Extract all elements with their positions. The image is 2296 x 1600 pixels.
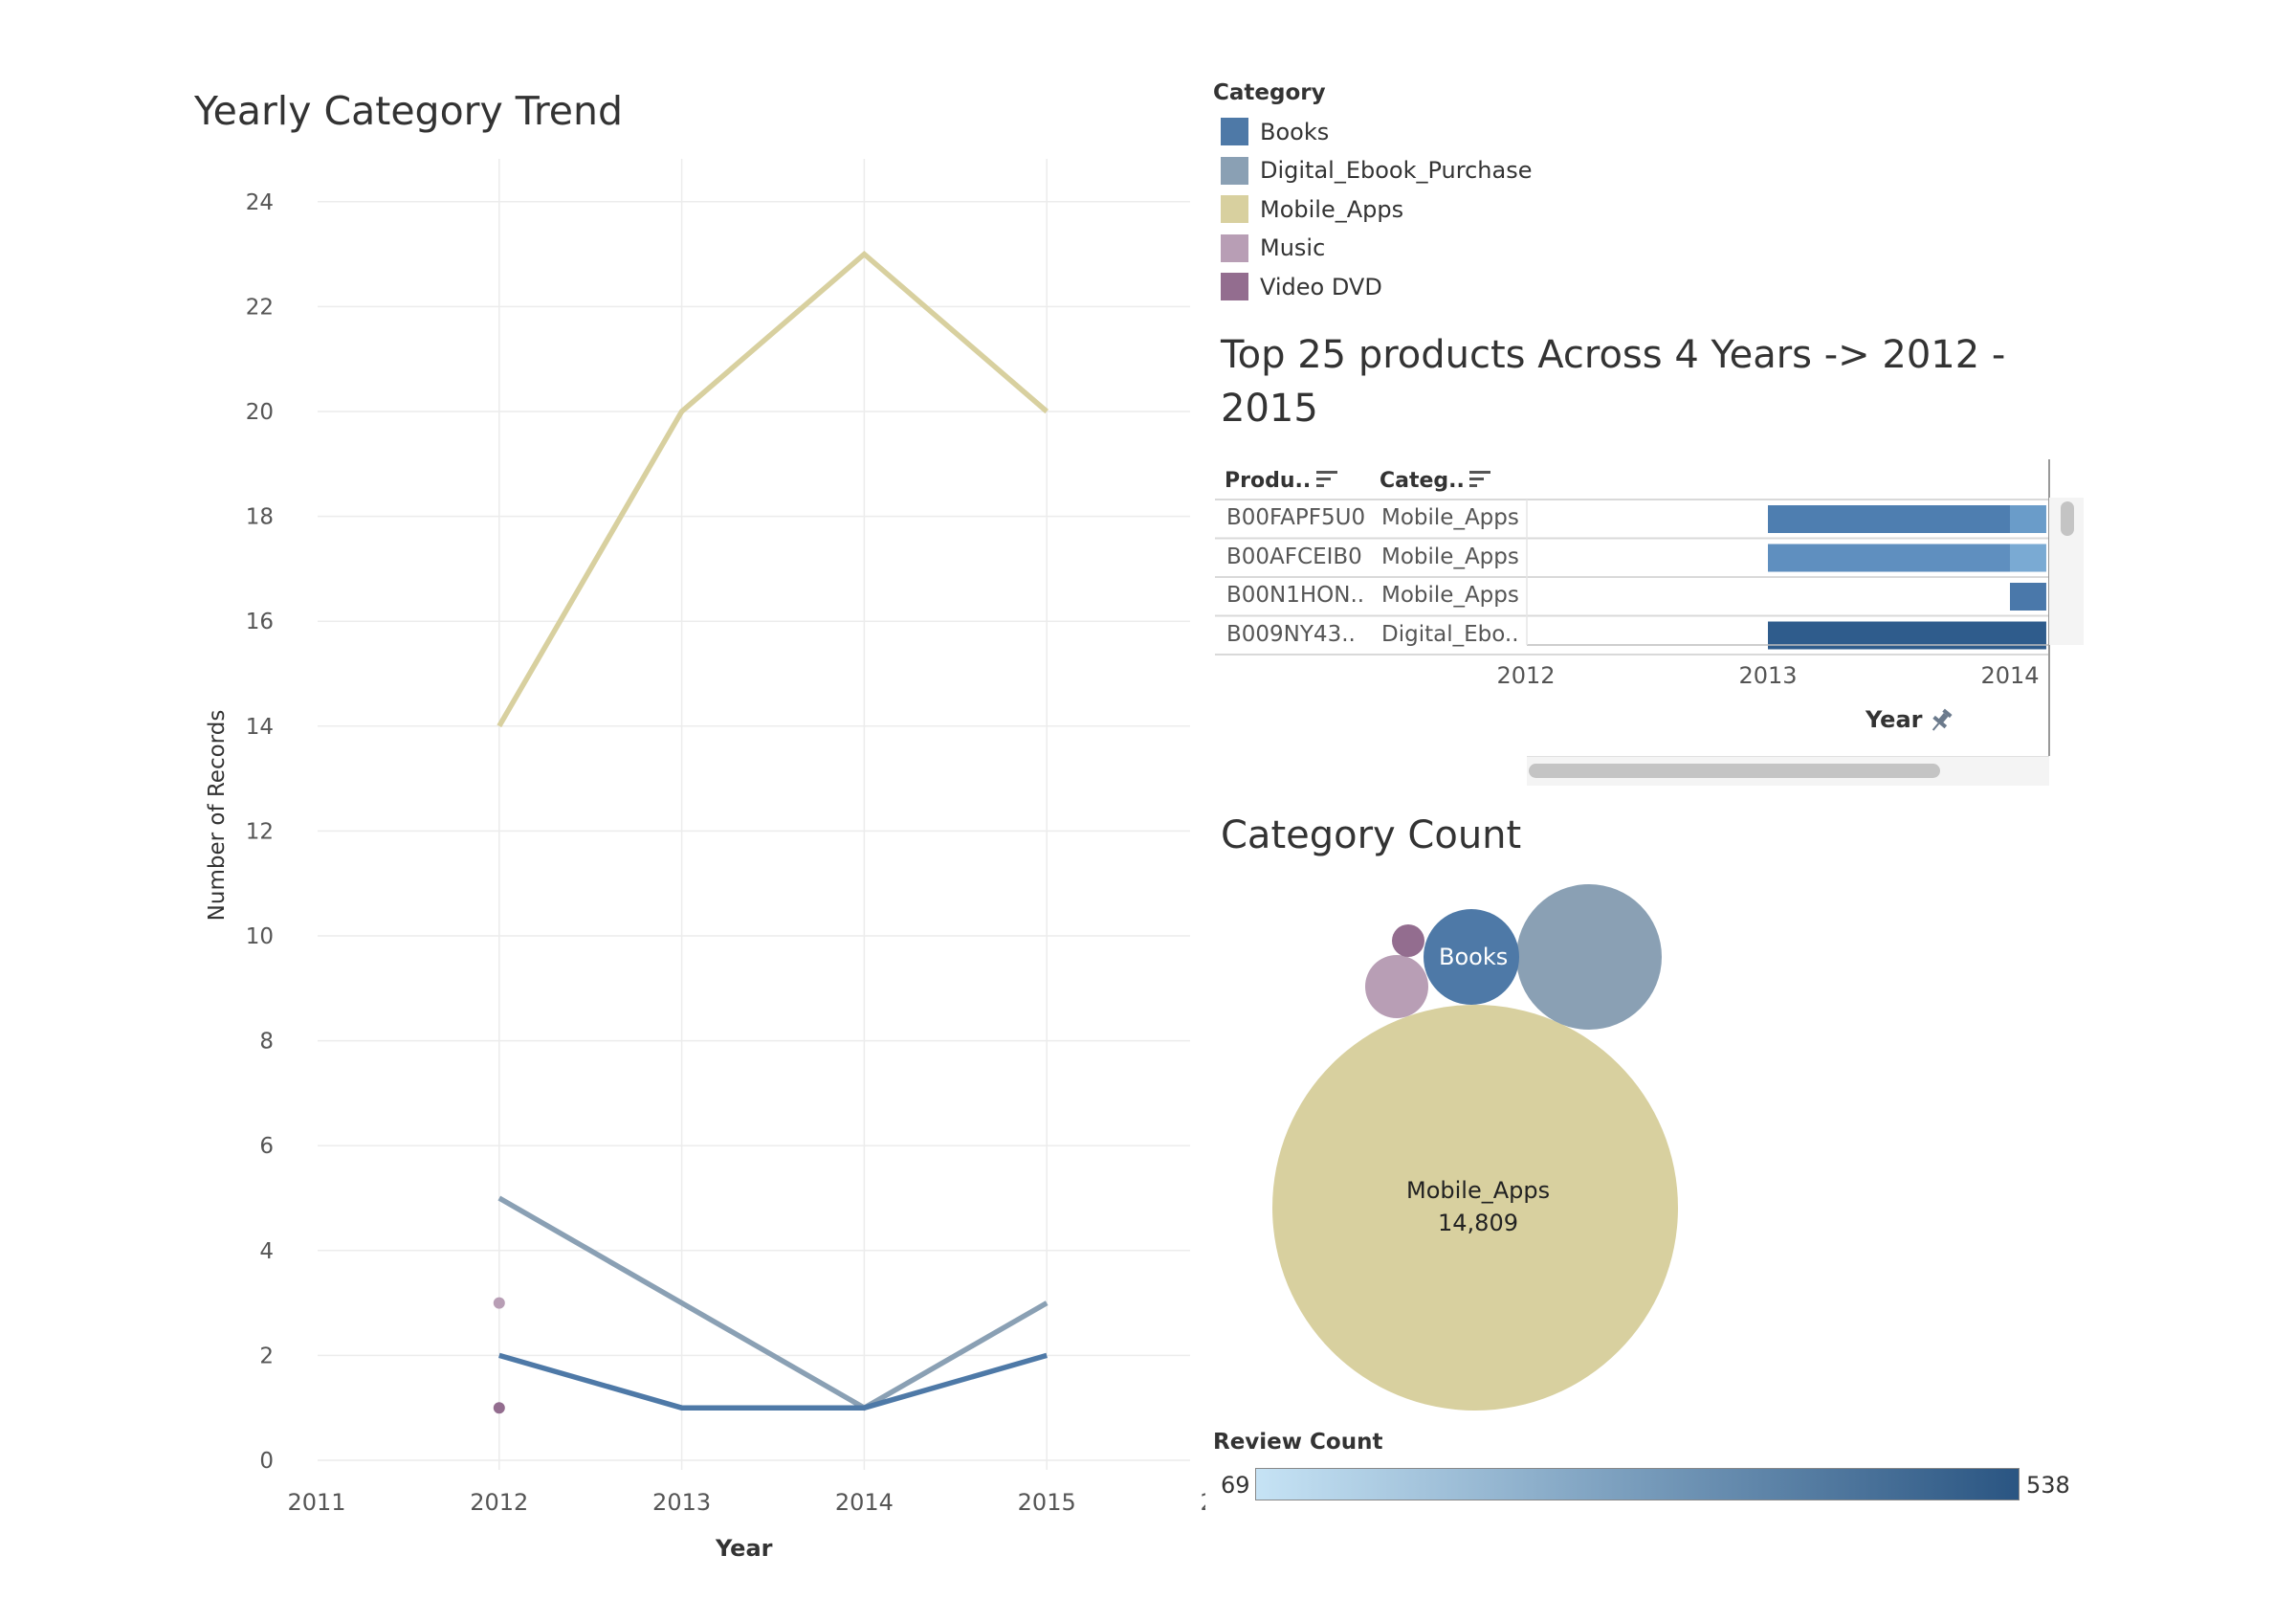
top-products-year-axis-title: Year [1866, 706, 1923, 733]
column-header-product[interactable]: Produ.. [1225, 469, 1312, 493]
y-tick-label: 10 [246, 924, 274, 949]
bubble-mobile-apps-value: 14,809 [1438, 1210, 1518, 1236]
top-products-title-line1: Top 25 products Across 4 Years -> 2012 - [1221, 333, 2006, 377]
y-tick-label: 2 [259, 1344, 274, 1368]
series-point-video-dvd[interactable] [493, 1402, 505, 1414]
y-tick-label: 16 [246, 610, 274, 634]
bubble-video-dvd[interactable] [1392, 924, 1424, 957]
y-tick-label: 18 [246, 505, 274, 530]
y-tick-label: 14 [246, 715, 274, 740]
year-tick-label: 2013 [1738, 662, 1797, 689]
series-point-music[interactable] [493, 1297, 505, 1309]
x-tick-label: 2013 [652, 1489, 711, 1516]
legend-item-music[interactable]: Music [1221, 233, 1326, 262]
legend-swatch [1221, 118, 1248, 145]
horizontal-scrollbar-thumb[interactable] [1529, 764, 1940, 778]
product-bar-segment[interactable] [1768, 505, 2010, 533]
product-bar-segment[interactable] [2010, 505, 2046, 533]
x-tick-label: 2011 [287, 1489, 345, 1516]
table-cell-product[interactable]: B00N1HON.. [1226, 583, 1365, 608]
y-tick-label: 0 [259, 1449, 274, 1474]
sort-product-icon[interactable] [1316, 471, 1339, 490]
legend-swatch [1221, 156, 1248, 185]
top-products-title-line2: 2015 [1221, 387, 1318, 431]
review-count-min: 69 [1221, 1472, 1250, 1499]
y-tick-label: 24 [246, 190, 274, 215]
x-tick-label: 2015 [1018, 1489, 1076, 1516]
column-header-category[interactable]: Categ.. [1380, 469, 1465, 493]
x-tick-label: 2012 [470, 1489, 528, 1516]
y-tick-label: 8 [259, 1030, 274, 1055]
x-tick-label: 2016 [1200, 1489, 1205, 1516]
y-tick-label: 4 [259, 1239, 274, 1264]
legend-swatch [1221, 233, 1248, 262]
bubble-mobile-apps[interactable] [1272, 1005, 1678, 1411]
legend-item-video-dvd[interactable]: Video DVD [1221, 273, 1382, 300]
table-cell-category[interactable]: Mobile_Apps [1381, 583, 1519, 608]
year-tick-label: 2012 [1496, 662, 1555, 689]
table-cell-category[interactable]: Mobile_Apps [1381, 544, 1519, 569]
legend-item-mobile-apps[interactable]: Mobile_Apps [1221, 195, 1403, 223]
trend-y-axis-label: Number of Records [205, 709, 230, 922]
legend-label: Video DVD [1260, 273, 1382, 300]
table-cell-product[interactable]: B00FAPF5U0 [1226, 505, 1366, 530]
product-bar-segment[interactable] [2010, 544, 2046, 572]
table-cell-product[interactable]: B009NY43.. [1226, 621, 1356, 647]
legend-label: Digital_Ebook_Purchase [1260, 157, 1533, 184]
table-cell-category[interactable]: Digital_Ebo.. [1381, 621, 1519, 647]
category-count-title: Category Count [1221, 813, 1522, 857]
legend-label: Mobile_Apps [1260, 195, 1404, 223]
y-tick-label: 6 [259, 1134, 274, 1159]
bubble-digital-ebook-purchase[interactable] [1516, 884, 1662, 1030]
year-tick-label: 2014 [1980, 662, 2039, 689]
product-bar-segment[interactable] [1768, 621, 2046, 650]
y-tick-label: 12 [246, 819, 274, 844]
y-tick-label: 20 [246, 400, 274, 425]
legend-item-books[interactable]: Books [1221, 118, 1329, 145]
review-count-title: Review Count [1213, 1430, 1383, 1455]
table-cell-product[interactable]: B00AFCEIB0 [1226, 544, 1362, 569]
series-line-digital-ebook-purchase[interactable] [497, 1195, 1049, 1411]
vertical-scrollbar-thumb[interactable] [2061, 501, 2074, 536]
bubble-mobile-apps-label: Mobile_Apps [1406, 1177, 1551, 1204]
series-line-books[interactable] [498, 1352, 1048, 1411]
bubble-music[interactable] [1365, 955, 1428, 1018]
review-count-max: 538 [2026, 1472, 2070, 1499]
legend-item-digital-ebook-purchase[interactable]: Digital_Ebook_Purchase [1221, 156, 1533, 185]
trend-x-axis-label: Year [716, 1535, 773, 1562]
table-cell-category[interactable]: Mobile_Apps [1381, 505, 1519, 530]
pin-icon[interactable] [1927, 706, 1955, 735]
legend-swatch [1221, 273, 1248, 300]
x-tick-label: 2014 [835, 1489, 894, 1516]
review-count-gradient [1255, 1468, 2020, 1500]
legend-title: Category [1213, 80, 1326, 105]
trend-title: Yearly Category Trend [194, 88, 624, 134]
series-line-mobile-apps[interactable] [497, 250, 1049, 728]
bubble-books-label: Books [1439, 944, 1509, 970]
sort-category-icon[interactable] [1469, 471, 1492, 490]
y-tick-label: 22 [246, 295, 274, 320]
product-bar-segment[interactable] [2010, 583, 2046, 611]
product-bar-segment[interactable] [1768, 544, 2010, 572]
legend-label: Music [1260, 234, 1326, 261]
legend-swatch [1221, 195, 1248, 223]
legend-label: Books [1260, 118, 1330, 145]
